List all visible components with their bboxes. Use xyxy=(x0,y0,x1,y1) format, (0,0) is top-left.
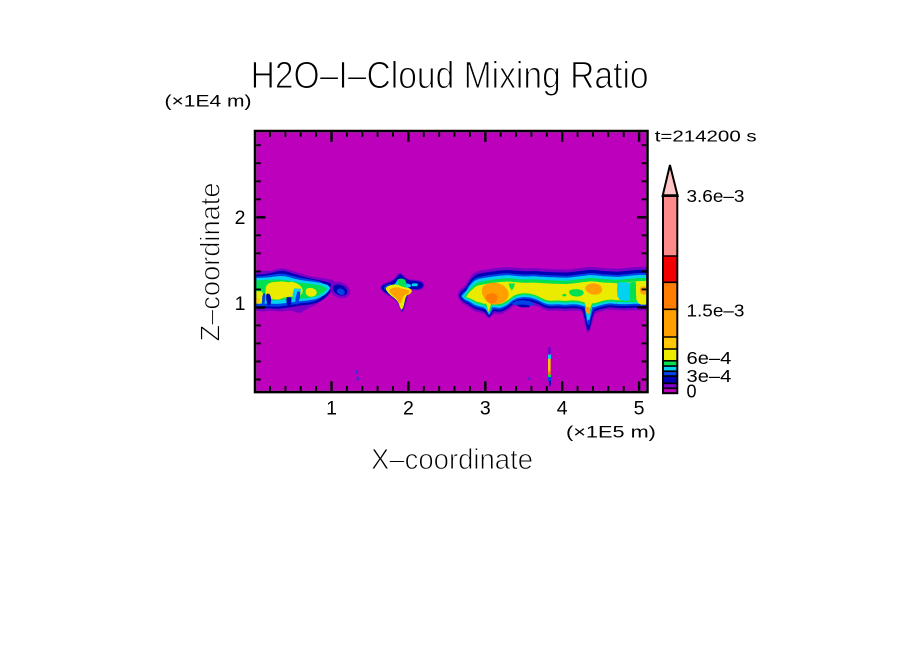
svg-text:5: 5 xyxy=(634,398,645,420)
svg-text:1: 1 xyxy=(326,398,337,420)
svg-text:H2O–I–Cloud Mixing Ratio: H2O–I–Cloud Mixing Ratio xyxy=(251,54,649,96)
svg-text:2: 2 xyxy=(403,398,414,420)
svg-text:3: 3 xyxy=(480,398,491,420)
svg-text:0: 0 xyxy=(687,382,697,402)
svg-text:3.6e–3: 3.6e–3 xyxy=(687,185,745,205)
svg-text:(×1E5 m): (×1E5 m) xyxy=(566,423,656,442)
svg-text:3e–4: 3e–4 xyxy=(687,367,732,387)
svg-text:(×1E4 m): (×1E4 m) xyxy=(165,92,252,111)
svg-text:1.5e–3: 1.5e–3 xyxy=(687,300,745,320)
svg-text:2: 2 xyxy=(235,207,246,229)
svg-text:t=214200 s: t=214200 s xyxy=(655,128,757,145)
svg-text:Z–coordinate: Z–coordinate xyxy=(194,183,225,342)
svg-text:4: 4 xyxy=(557,398,568,420)
svg-text:6e–4: 6e–4 xyxy=(687,349,732,369)
svg-text:X–coordinate: X–coordinate xyxy=(371,442,533,475)
svg-text:1: 1 xyxy=(235,293,246,315)
